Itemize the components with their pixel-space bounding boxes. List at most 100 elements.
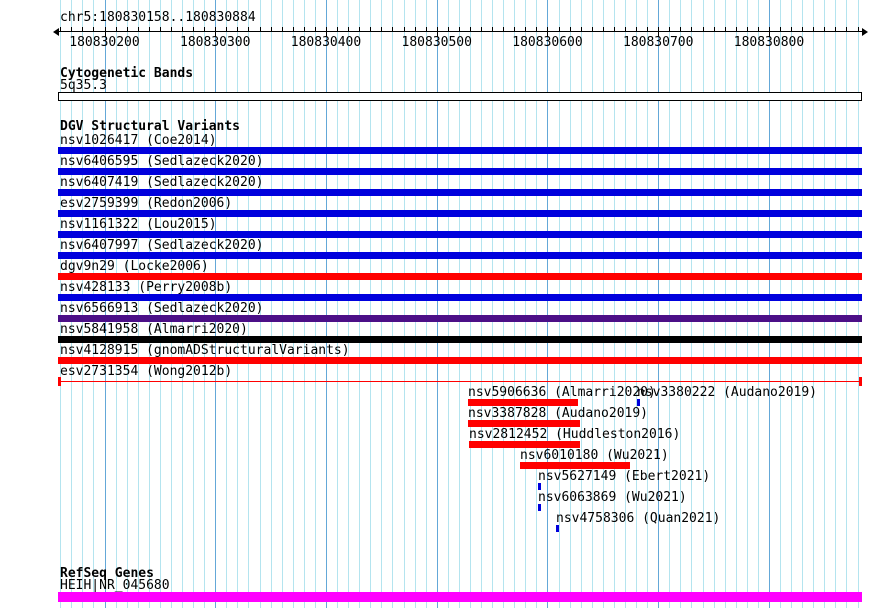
- grid-line: [503, 0, 505, 608]
- variant-bar[interactable]: [468, 399, 578, 406]
- grid-line: [481, 0, 483, 608]
- grid-line: [425, 0, 427, 608]
- grid-line: [813, 0, 815, 608]
- variant-label[interactable]: esv2759399 (Redon2006): [60, 196, 233, 211]
- ruler-minor-tick: [93, 27, 95, 31]
- variant-label[interactable]: nsv5627149 (Ebert2021): [538, 469, 711, 484]
- variant-point[interactable]: [538, 483, 541, 490]
- grid-line: [204, 0, 206, 608]
- variant-span-left-bracket: [58, 377, 61, 386]
- variant-label[interactable]: nsv6010180 (Wu2021): [520, 448, 669, 463]
- grid-line: [359, 0, 361, 608]
- variant-label[interactable]: nsv2812452 (Huddleston2016): [469, 427, 681, 442]
- variant-label[interactable]: nsv1161322 (Lou2015): [60, 217, 217, 232]
- ruler-tick-label: 180830500: [401, 35, 472, 50]
- variant-label[interactable]: nsv3387828 (Audano2019): [468, 406, 649, 421]
- variant-span-line[interactable]: [58, 381, 862, 382]
- ruler-minor-tick: [591, 27, 593, 31]
- ruler-minor-tick: [569, 27, 571, 31]
- variant-bar[interactable]: [469, 441, 580, 448]
- ruler-minor-tick: [137, 27, 139, 31]
- variant-bar[interactable]: [58, 252, 862, 259]
- ruler-minor-tick: [126, 27, 128, 31]
- variant-span-right-bracket: [859, 377, 862, 386]
- variant-point[interactable]: [637, 399, 640, 406]
- ruler-minor-tick: [625, 27, 626, 31]
- variant-label[interactable]: nsv6407997 (Sedlazeck2020): [60, 238, 264, 253]
- grid-line: [337, 0, 339, 608]
- ruler-minor-tick: [636, 27, 638, 31]
- grid-line: [93, 0, 95, 608]
- grid-line: [237, 0, 239, 608]
- grid-line: [414, 0, 416, 608]
- variant-bar[interactable]: [520, 462, 630, 469]
- ruler-right-arrow-icon: [862, 28, 868, 36]
- variant-label[interactable]: nsv6406595 (Sedlazeck2020): [60, 154, 264, 169]
- variant-label[interactable]: nsv6407419 (Sedlazeck2020): [60, 175, 264, 190]
- ruler-minor-tick: [204, 27, 206, 31]
- variant-bar[interactable]: [58, 168, 862, 175]
- grid-line: [691, 0, 693, 608]
- variant-label[interactable]: nsv6566913 (Sedlazeck2020): [60, 301, 264, 316]
- ruler-minor-tick: [503, 27, 505, 31]
- ruler-minor-tick: [71, 27, 73, 31]
- grid-line: [370, 0, 372, 608]
- grid-line: [846, 0, 848, 608]
- ruler-minor-tick: [392, 27, 394, 31]
- variant-label[interactable]: esv2731354 (Wong2012b): [60, 364, 233, 379]
- ruler-minor-tick: [481, 27, 483, 31]
- variant-bar[interactable]: [58, 210, 862, 217]
- ruler-minor-tick: [403, 27, 405, 31]
- variant-label[interactable]: nsv4128915 (gnomADStructuralVariants): [60, 343, 350, 358]
- grid-line: [447, 0, 449, 608]
- ruler-minor-tick: [281, 27, 283, 31]
- variant-bar[interactable]: [58, 294, 862, 301]
- ruler-minor-tick: [558, 27, 560, 31]
- grid-line: [702, 0, 704, 608]
- cytoband-label: 5q35.3: [60, 78, 107, 93]
- variant-label[interactable]: nsv3380222 (Audano2019): [637, 385, 818, 400]
- grid-line: [824, 0, 826, 608]
- variant-point[interactable]: [538, 504, 541, 511]
- variant-point[interactable]: [556, 525, 559, 532]
- ruler-minor-tick: [447, 27, 449, 31]
- grid-line: [82, 0, 84, 608]
- variant-bar[interactable]: [58, 336, 862, 343]
- grid-line: [625, 0, 626, 608]
- variant-bar[interactable]: [468, 420, 580, 427]
- ruler-minor-tick: [547, 27, 549, 31]
- cytoband-box[interactable]: [58, 92, 862, 101]
- grid-line: [724, 0, 726, 608]
- grid-line: [636, 0, 638, 608]
- ruler-minor-tick: [370, 27, 372, 31]
- ruler-minor-tick: [813, 27, 815, 31]
- variant-label[interactable]: nsv5906636 (Almarri2020): [468, 385, 656, 400]
- variant-bar[interactable]: [58, 147, 862, 154]
- ruler-major-tick: [547, 31, 549, 37]
- variant-label[interactable]: nsv428133 (Perry2008b): [60, 280, 233, 295]
- ruler-tick-label: 180830700: [622, 35, 694, 50]
- grid-line-major: [436, 0, 438, 608]
- gene-label[interactable]: HEIH|NR_045680: [60, 578, 170, 593]
- variant-bar[interactable]: [58, 231, 862, 238]
- gene-bar[interactable]: [58, 592, 862, 602]
- grid-line: [71, 0, 73, 608]
- ruler-minor-tick: [314, 27, 316, 31]
- ruler-minor-tick: [248, 27, 250, 31]
- grid-line: [514, 0, 516, 608]
- ruler-tick-label: 180830200: [69, 35, 140, 50]
- variant-label[interactable]: nsv5841958 (Almarri2020): [60, 322, 248, 337]
- variant-bar[interactable]: [58, 189, 862, 196]
- grid-line: [558, 0, 560, 608]
- variant-bar[interactable]: [58, 357, 862, 364]
- variant-bar[interactable]: [58, 273, 862, 280]
- variant-label[interactable]: dgv9n29 (Locke2006): [60, 259, 209, 274]
- grid-line: [492, 0, 494, 608]
- variant-label[interactable]: nsv1026417 (Coe2014): [60, 133, 217, 148]
- variant-bar[interactable]: [58, 315, 862, 322]
- grid-line: [226, 0, 228, 608]
- variant-label[interactable]: nsv4758306 (Quan2021): [556, 511, 721, 526]
- ruler-major-tick: [436, 31, 438, 37]
- variant-label[interactable]: nsv6063869 (Wu2021): [538, 490, 687, 505]
- ruler-minor-tick: [691, 27, 693, 31]
